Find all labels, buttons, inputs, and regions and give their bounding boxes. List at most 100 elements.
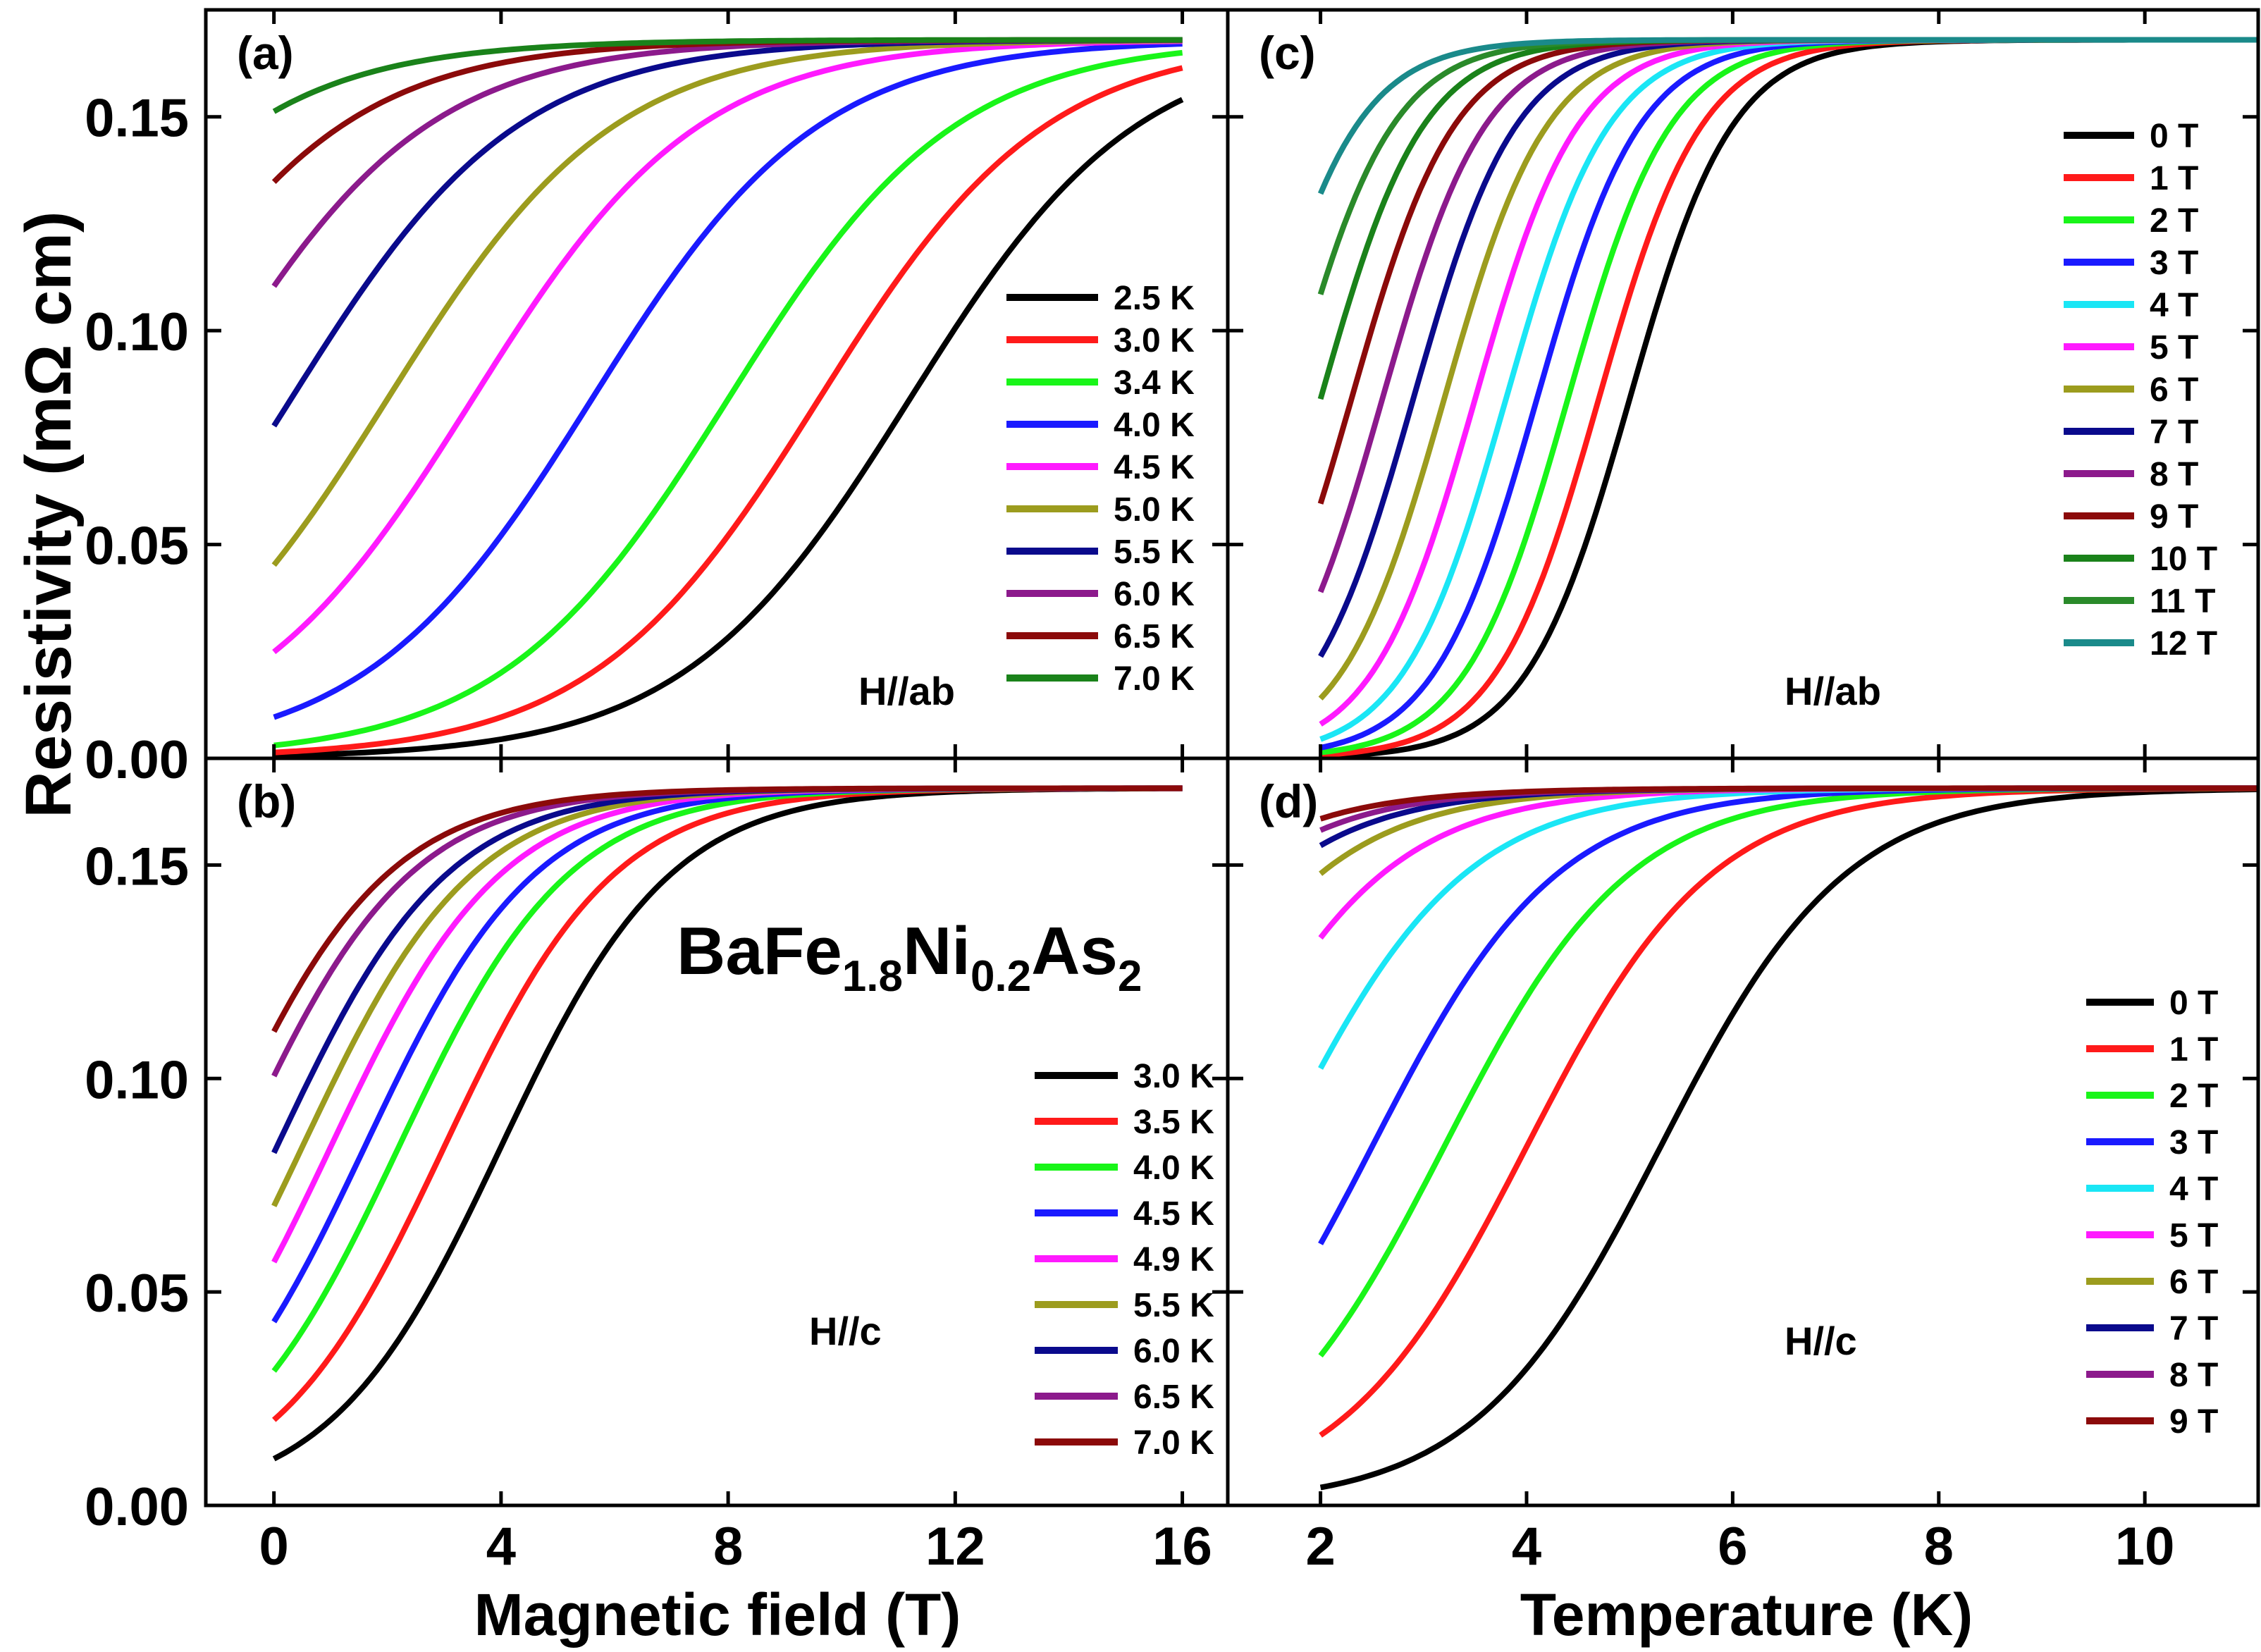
curves-a	[271, 37, 1184, 758]
field-label-d: H//c	[1785, 1319, 1857, 1363]
curve-a-2	[273, 49, 1183, 748]
xtick-label-d: 10	[2115, 1517, 2175, 1577]
legend-label-b: 3.0 K	[1133, 1058, 1214, 1095]
xtick-label-d: 8	[1924, 1517, 1954, 1577]
curves-b	[271, 785, 1183, 1462]
legend-label-d: 7 T	[2169, 1310, 2218, 1348]
legend-label-b: 6.0 K	[1133, 1333, 1214, 1370]
curve-a-0	[273, 97, 1184, 758]
legend-label-b: 3.5 K	[1133, 1104, 1214, 1141]
legend-label-b: 7.0 K	[1133, 1424, 1214, 1462]
y-axis-label: Resistivity (mΩ cm)	[13, 211, 85, 818]
curve-a-4	[272, 38, 1183, 655]
curve-a-5	[271, 37, 1183, 567]
curve-b-3	[271, 785, 1183, 1324]
xtick-label-b: 0	[259, 1517, 289, 1577]
ytick-label-a: 0.05	[85, 517, 189, 577]
xtick-label-d: 2	[1305, 1517, 1335, 1577]
legend-label-b: 6.5 K	[1133, 1379, 1214, 1416]
curve-c-8	[1317, 37, 2258, 593]
legend-label-a: 3.0 K	[1114, 322, 1195, 359]
xtick-label-b: 16	[1152, 1517, 1212, 1577]
field-label-c: H//ab	[1785, 669, 1881, 713]
legend-label-a: 4.5 K	[1114, 449, 1195, 486]
legend-label-c: 9 T	[2150, 498, 2198, 536]
legend-label-b: 5.5 K	[1133, 1287, 1214, 1324]
legend-label-a: 6.0 K	[1114, 576, 1195, 613]
legend-label-d: 6 T	[2169, 1264, 2218, 1301]
legend-label-a: 2.5 K	[1114, 280, 1195, 317]
legend-label-d: 0 T	[2169, 985, 2218, 1022]
legend-label-c: 5 T	[2150, 329, 2198, 366]
ytick-label-b: 0.10	[85, 1050, 189, 1110]
legend-label-a: 6.5 K	[1114, 618, 1195, 655]
legend-label-c: 8 T	[2150, 456, 2198, 493]
x-axis-label-right: Temperature (K)	[1520, 1582, 1973, 1648]
curve-b-4	[271, 785, 1183, 1264]
legend-label-c: 10 T	[2150, 541, 2217, 578]
xtick-label-b: 8	[713, 1517, 743, 1577]
panel-b: 0.00 0.05 0.10 0.15 0 4 8 12 16 (b) H//c 3.0 K 3.5 K…	[85, 756, 1230, 1577]
legend-label-a: 5.0 K	[1114, 491, 1195, 529]
legend-c: 0 T 1 T 2 T 3 T 4 T 5 T 6 T 7 T 8 T 9 T 10 T 11 T 12…	[2064, 118, 2217, 662]
panel-d: 2 4 6 8 10 (d) H//c 0 T 1 T 2 T 3 T 4 T 5 T 6 T 7 T 8 T…	[1226, 756, 2260, 1577]
legend-label-c: 2 T	[2150, 202, 2198, 240]
panel-label-a: (a)	[237, 27, 294, 79]
compound-formula: BaFe1.8Ni0.2As2	[677, 913, 1142, 1001]
xtick-label-d: 4	[1512, 1517, 1541, 1577]
ytick-label-a: 0.10	[85, 302, 189, 362]
field-label-b: H//c	[809, 1309, 882, 1353]
ytick-label-b: 0.15	[85, 837, 189, 896]
panel-label-d: (d)	[1259, 775, 1318, 827]
x-axis-label-left: Magnetic field (T)	[474, 1582, 961, 1648]
curve-a-3	[273, 41, 1183, 720]
legend-a: 2.5 K 3.0 K 3.4 K 4.0 K 4.5 K 5.0 K 5.5 K 6.0 K…	[1006, 280, 1195, 698]
legend-label-c: 3 T	[2150, 245, 2198, 282]
legend-label-c: 6 T	[2150, 371, 2198, 409]
legend-label-d: 2 T	[2169, 1078, 2218, 1115]
curve-d-9	[1319, 785, 2258, 822]
legend-label-a: 3.4 K	[1114, 364, 1195, 402]
frame-d	[1226, 756, 2260, 1508]
curve-a-9	[272, 37, 1183, 114]
ytick-label-a: 0.00	[85, 730, 189, 790]
curve-c-1	[1320, 37, 2258, 758]
legend-label-c: 12 T	[2150, 625, 2217, 662]
legend-label-c: 1 T	[2150, 160, 2198, 197]
ytick-label-b: 0.00	[85, 1477, 189, 1537]
curve-b-5	[271, 785, 1183, 1207]
curve-d-3	[1318, 785, 2258, 1245]
xtick-label-b: 12	[925, 1517, 985, 1577]
xtick-label-d: 6	[1718, 1517, 1747, 1577]
legend-label-c: 4 T	[2150, 287, 2198, 324]
legend-label-b: 4.5 K	[1133, 1195, 1214, 1233]
legend-label-b: 4.0 K	[1133, 1149, 1214, 1187]
legend-label-c: 0 T	[2150, 118, 2198, 155]
curve-b-8	[271, 785, 1183, 1033]
curve-c-12	[1317, 37, 2258, 195]
legend-label-d: 1 T	[2169, 1031, 2218, 1068]
legend-label-a: 7.0 K	[1114, 660, 1195, 698]
legend-label-d: 3 T	[2169, 1124, 2218, 1161]
legend-label-c: 11 T	[2150, 583, 2215, 620]
legend-b: 3.0 K 3.5 K 4.0 K 4.5 K 4.9 K 5.5 K 6.0 K 6.5 K…	[1035, 1058, 1214, 1462]
legend-label-d: 4 T	[2169, 1171, 2218, 1208]
curve-a-7	[271, 37, 1183, 288]
legend-label-d: 5 T	[2169, 1217, 2218, 1255]
legend-d: 0 T 1 T 2 T 3 T 4 T 5 T 6 T 7 T 8 T 9 T	[2086, 985, 2218, 1441]
panel-label-c: (c)	[1259, 27, 1316, 79]
curve-a-1	[273, 65, 1183, 756]
legend-label-d: 8 T	[2169, 1357, 2218, 1394]
curves-c	[1317, 37, 2258, 758]
panel-c: (c) H//ab 0 T 1 T 2 T 3 T 4 T 5 T 6 T 7 T 8 T 9 T 10…	[1226, 8, 2260, 760]
legend-label-a: 5.5 K	[1114, 534, 1195, 571]
panel-a: 0.00 0.05 0.10 0.15 (a) H//ab 2.5 K 3.0 K 3.4 K 4…	[85, 8, 1230, 790]
legend-label-c: 7 T	[2150, 414, 2198, 451]
curves-d	[1318, 785, 2258, 1491]
legend-label-b: 4.9 K	[1133, 1241, 1214, 1278]
xtick-label-b: 4	[486, 1517, 516, 1577]
field-label-a: H//ab	[858, 669, 955, 713]
ytick-label-b: 0.05	[85, 1264, 189, 1324]
curve-c-0	[1320, 37, 2258, 758]
